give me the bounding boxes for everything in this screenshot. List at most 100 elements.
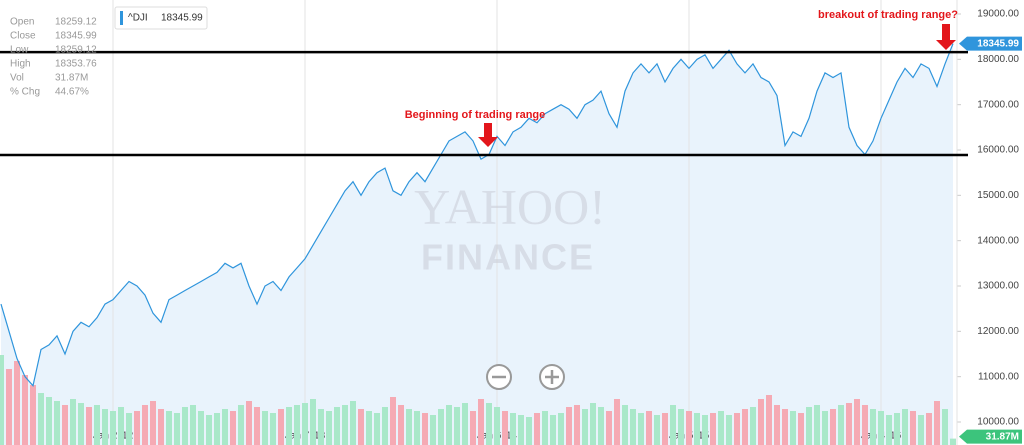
volume-bar (310, 399, 316, 445)
volume-bar (438, 409, 444, 445)
volume-bar (230, 411, 236, 445)
volume-bar (414, 411, 420, 445)
price-tag (959, 36, 1022, 51)
volume-bar (894, 413, 900, 445)
volume-bar (886, 415, 892, 445)
volume-bar (558, 413, 564, 445)
volume-bar (318, 409, 324, 445)
volume-bar (638, 413, 644, 445)
watermark: YAHOO! (414, 178, 606, 234)
volume-bar (902, 409, 908, 445)
volume-bar (70, 399, 76, 445)
zoom-out-button[interactable] (486, 364, 512, 390)
volume-bar (214, 413, 220, 445)
volume-bar (94, 405, 100, 445)
volume-bar (6, 369, 12, 445)
info-value: 18345.99 (55, 31, 97, 42)
y-tick-label: 13000.00 (977, 281, 1019, 292)
volume-bar (614, 399, 620, 445)
volume-bar (678, 409, 684, 445)
volume-bar (478, 399, 484, 445)
volume-bar (630, 409, 636, 445)
volume-tag (959, 429, 1022, 444)
volume-bar (390, 397, 396, 445)
volume-bar (294, 405, 300, 445)
volume-bar (950, 438, 956, 445)
price-tag-label: 18345.99 (977, 38, 1019, 49)
y-tick-label: 17000.00 (977, 99, 1019, 110)
legend-symbol: ^DJI (128, 13, 148, 24)
volume-bar (446, 405, 452, 445)
volume-bar (142, 405, 148, 445)
volume-bar (734, 413, 740, 445)
info-label: Close (10, 31, 36, 42)
y-tick-label: 12000.00 (977, 326, 1019, 337)
volume-bar (702, 415, 708, 445)
volume-bar (198, 411, 204, 445)
info-value: 31.87M (55, 73, 88, 84)
volume-bar (342, 405, 348, 445)
volume-bar (462, 403, 468, 445)
volume-bar (862, 405, 868, 445)
volume-bar (646, 411, 652, 445)
annotation: Beginning of trading range (405, 109, 546, 121)
volume-bar (102, 409, 108, 445)
volume-bar (326, 411, 332, 445)
volume-bar (606, 411, 612, 445)
y-tick-label: 11000.00 (978, 371, 1019, 382)
volume-bar (454, 407, 460, 445)
volume-bar (526, 417, 532, 445)
volume-bar (382, 407, 388, 445)
volume-bar (278, 409, 284, 445)
volume-bar (854, 399, 860, 445)
volume-bar (14, 361, 20, 445)
volume-bar (358, 409, 364, 445)
volume-bar (598, 407, 604, 445)
area (1, 43, 953, 445)
volume-bar (182, 407, 188, 445)
volume-bar (694, 413, 700, 445)
volume-bar (62, 405, 68, 445)
volume-bar (174, 413, 180, 445)
volume-bar (54, 401, 60, 445)
volume-bar (766, 395, 772, 445)
zoom-in-button[interactable] (539, 364, 565, 390)
volume-bar (398, 405, 404, 445)
volume-bar (934, 401, 940, 445)
volume-bar (510, 413, 516, 445)
volume-bar (470, 411, 476, 445)
volume-bar (838, 405, 844, 445)
volume-bar (126, 413, 132, 445)
volume-bar (374, 413, 380, 445)
y-tick-label: 16000.00 (977, 145, 1019, 156)
volume-bar (86, 407, 92, 445)
volume-tag-label: 31.87M (986, 431, 1019, 442)
volume-bar (790, 411, 796, 445)
info-label: High (10, 59, 31, 70)
price-line (0, 43, 954, 387)
y-tick-label: 15000.00 (977, 190, 1019, 201)
volume-bar (782, 409, 788, 445)
volume-bar (350, 401, 356, 445)
volume-bar (814, 405, 820, 445)
volume-bar (406, 409, 412, 445)
volume-bar (622, 405, 628, 445)
watermark: FINANCE (421, 237, 595, 278)
annotation-arrow (478, 123, 498, 147)
volume-bar (774, 405, 780, 445)
volume-bar (942, 409, 948, 445)
volume-bar (486, 403, 492, 445)
volume-bar (270, 413, 276, 445)
y-tick-label: 14000.00 (977, 235, 1019, 246)
y-tick-label: 10000.00 (977, 417, 1019, 428)
info-label: Low (10, 45, 29, 56)
volume-bar (758, 399, 764, 445)
volume-bar (670, 405, 676, 445)
volume-bar (246, 401, 252, 445)
under-layer (1, 0, 953, 445)
volume-bar (430, 415, 436, 445)
volume-bar (910, 411, 916, 445)
info-value: 18353.76 (55, 59, 97, 70)
volume-bar (190, 405, 196, 445)
